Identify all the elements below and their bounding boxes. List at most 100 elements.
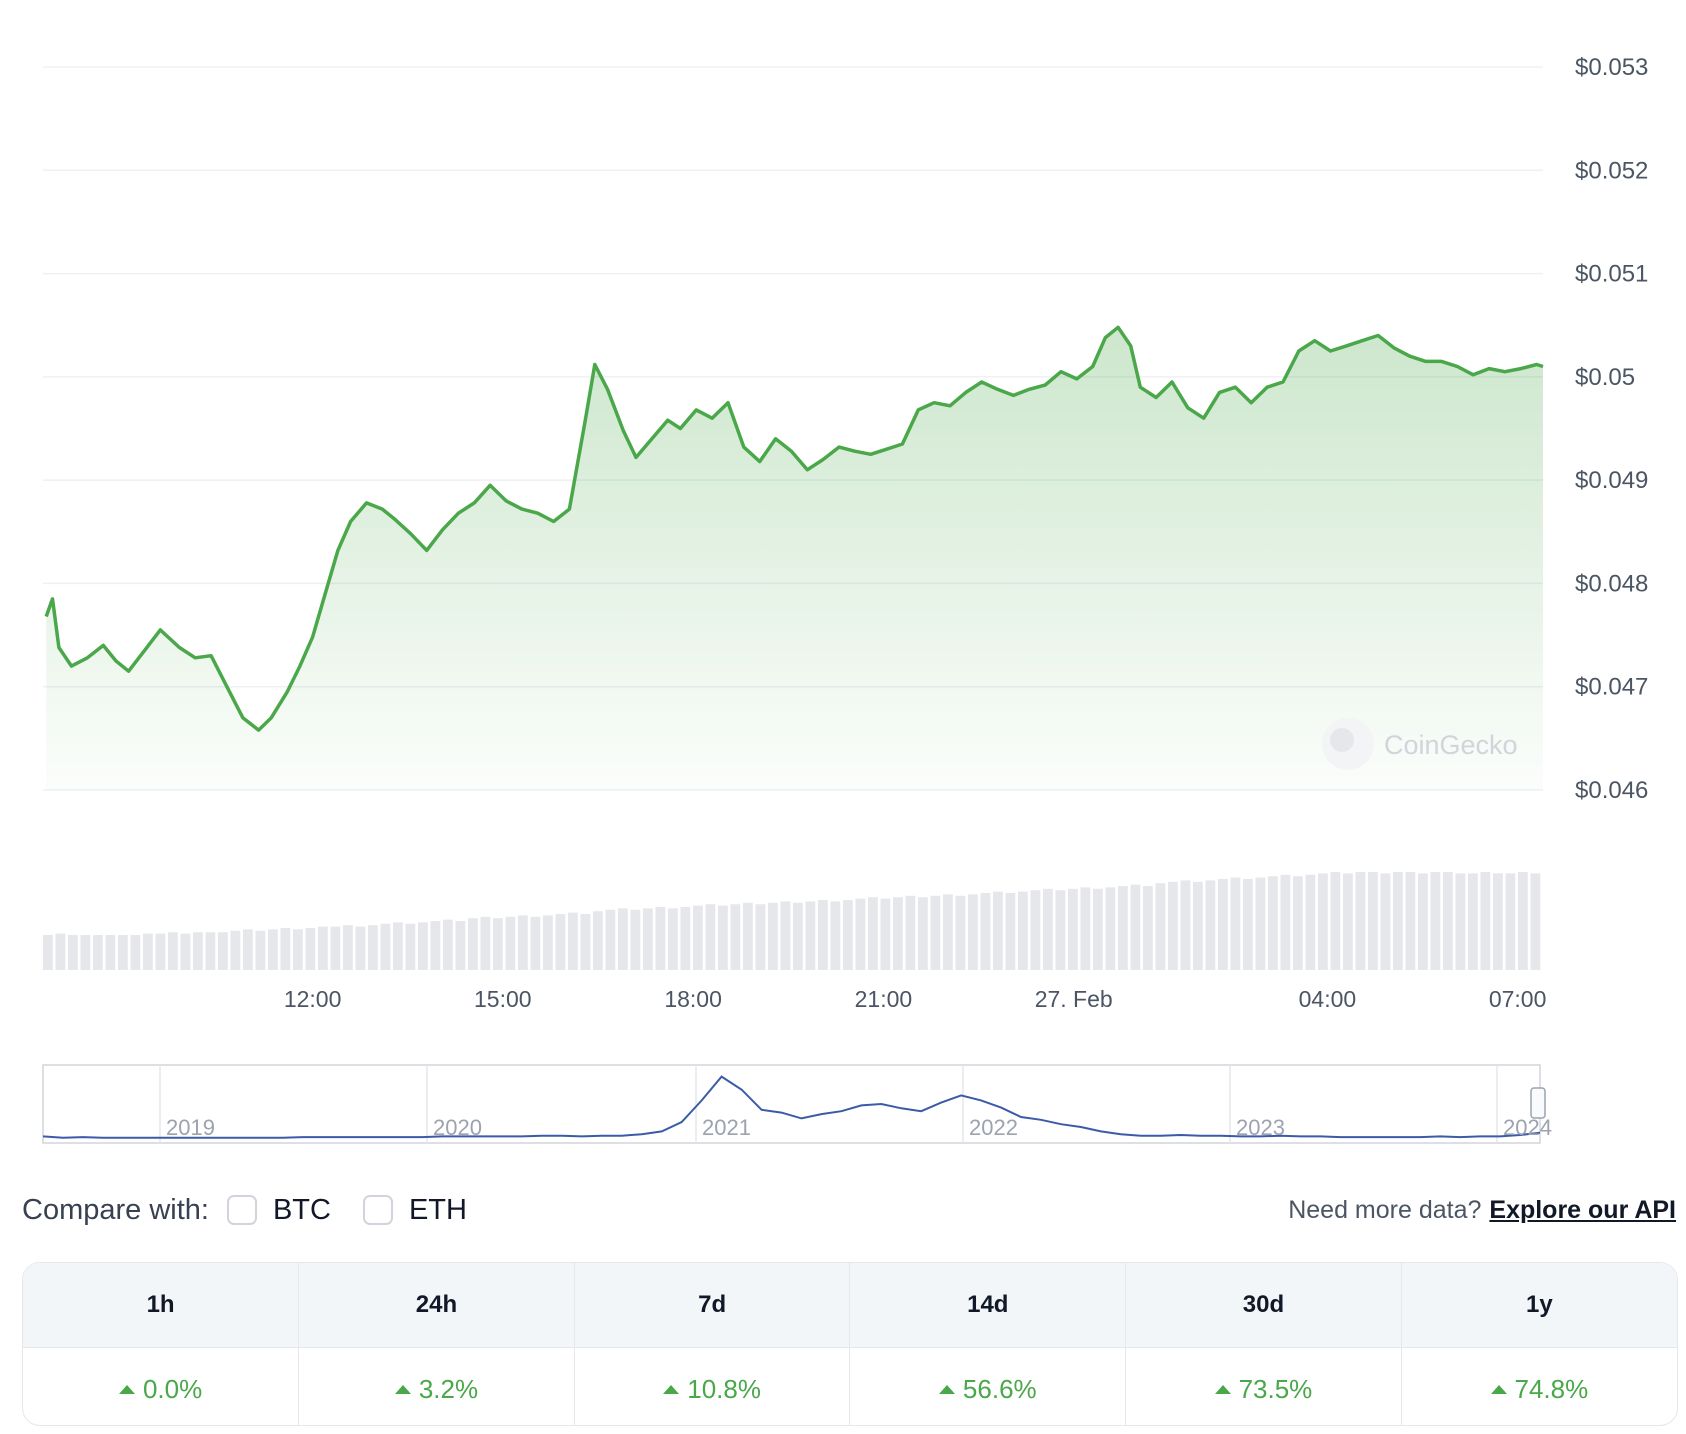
time-x-tick-label: 04:00 [1299,986,1357,1012]
volume-bar [1055,890,1066,970]
volume-bar [130,935,141,970]
navigator-year-label: 2019 [166,1115,215,1140]
volume-bar [505,916,516,970]
volume-bar [1518,872,1528,970]
navigator-year-label: 2023 [1236,1115,1285,1140]
volume-bar [1305,874,1316,970]
price-area [46,327,1544,790]
btc-label: BTC [272,1193,331,1226]
caret-up-icon [118,1384,135,1394]
price-line[interactable] [44,325,1544,732]
volume-bar [930,895,941,970]
volume-bar [330,926,341,970]
volume-bars [43,872,1541,970]
volume-bar [1318,873,1328,970]
volume-bar [655,907,666,970]
volume-bar [630,909,641,970]
volume-bar [993,891,1003,970]
volume-bar [768,902,778,970]
volume-bar [1005,893,1016,970]
volume-bar [643,908,653,970]
time-x-tick-label: 07:00 [1489,986,1547,1012]
api-text: Need more data? [1288,1195,1482,1224]
time-x-tick-label: 15:00 [474,986,532,1012]
price-y-tick-label: $0.048 [1575,570,1648,597]
volume-bar [805,901,816,970]
performance-cell: 73.5% [1125,1347,1402,1425]
volume-bar [1068,888,1078,970]
volume-bar [568,912,578,970]
volume-bar [1030,890,1041,970]
volume-bar [80,935,91,970]
volume-bar [1443,872,1453,970]
price-y-tick-label: $0.05 [1575,364,1635,391]
volume-bar [718,905,728,970]
volume-bar [1368,872,1378,970]
explore-api-link[interactable]: Explore our API [1489,1195,1676,1224]
volume-bar [1168,881,1178,970]
coingecko-watermark: CoinGecko [1322,718,1518,770]
volume-bar [530,916,541,970]
caret-up-icon [1490,1384,1507,1394]
time-x-axis: 12:00 15:00 18:00 21:00 27. Feb 04:00 07:00 [284,986,1547,1012]
period-header: 7d [574,1263,851,1348]
volume-bar [368,925,378,970]
watermark-text: CoinGecko [1384,730,1518,760]
compare-btc-option[interactable]: BTC [226,1193,331,1227]
volume-bar [818,900,828,970]
volume-bar [893,897,903,970]
navigator-handle[interactable] [1530,1087,1546,1119]
caret-up-icon [394,1384,411,1394]
volume-bar [105,935,116,970]
volume-bar [918,897,928,970]
volume-bar [1418,873,1428,970]
volume-bar [593,911,603,970]
volume-bar [580,914,591,970]
volume-bar [743,902,753,970]
volume-bar [1505,873,1516,970]
price-y-tick-label: $0.051 [1575,261,1648,288]
compare-eth-option[interactable]: ETH [362,1194,467,1227]
volume-bar [118,935,128,970]
caret-up-icon [663,1384,680,1394]
btc-checkbox[interactable] [226,1195,257,1225]
volume-bar [93,935,103,970]
volume-bar [430,921,441,970]
volume-bar [1018,891,1028,970]
volume-bar [443,919,453,970]
caret-up-icon [1214,1384,1231,1394]
time-x-tick-label: 18:00 [664,986,722,1012]
price-y-tick-label: $0.052 [1575,157,1648,184]
volume-bar [243,929,253,970]
volume-bar [68,935,78,970]
volume-bar [193,932,203,970]
price-y-tick-label: $0.053 [1575,54,1648,81]
volume-bar [268,929,278,970]
volume-bar [555,914,566,970]
volume-bar [780,901,791,970]
volume-bar [168,932,178,970]
period-header: 24h [298,1263,575,1348]
performance-cell: 3.2% [298,1347,575,1425]
compare-label: Compare with: [22,1193,209,1226]
volume-bar [1293,876,1303,970]
volume-bar [55,933,66,970]
volume-bar [255,930,266,970]
eth-checkbox[interactable] [362,1195,393,1225]
volume-bar [1430,872,1441,970]
navigator-year-label: 2022 [969,1115,1018,1140]
volume-bar [280,928,291,970]
volume-bar [668,908,678,970]
volume-bar [468,918,478,970]
volume-bar [880,898,891,970]
performance-value-row: 0.0% 3.2% 10.8% 56.6% 73.5% 74.8% [23,1347,1677,1425]
period-header: 1y [1401,1263,1677,1348]
price-chart[interactable]: $0.053 $0.052 $0.051 $0.05 $0.049 $0.048 $0.04… [0,0,1686,1180]
period-header: 14d [849,1263,1127,1348]
volume-bar [230,930,241,970]
range-navigator[interactable]: 2019 2020 2021 2022 2023 2024 [42,1064,1552,1144]
performance-value: 10.8% [687,1373,761,1404]
navigator-year-label: 2021 [702,1115,751,1140]
volume-bar [1468,873,1478,970]
volume-bar [155,933,166,970]
